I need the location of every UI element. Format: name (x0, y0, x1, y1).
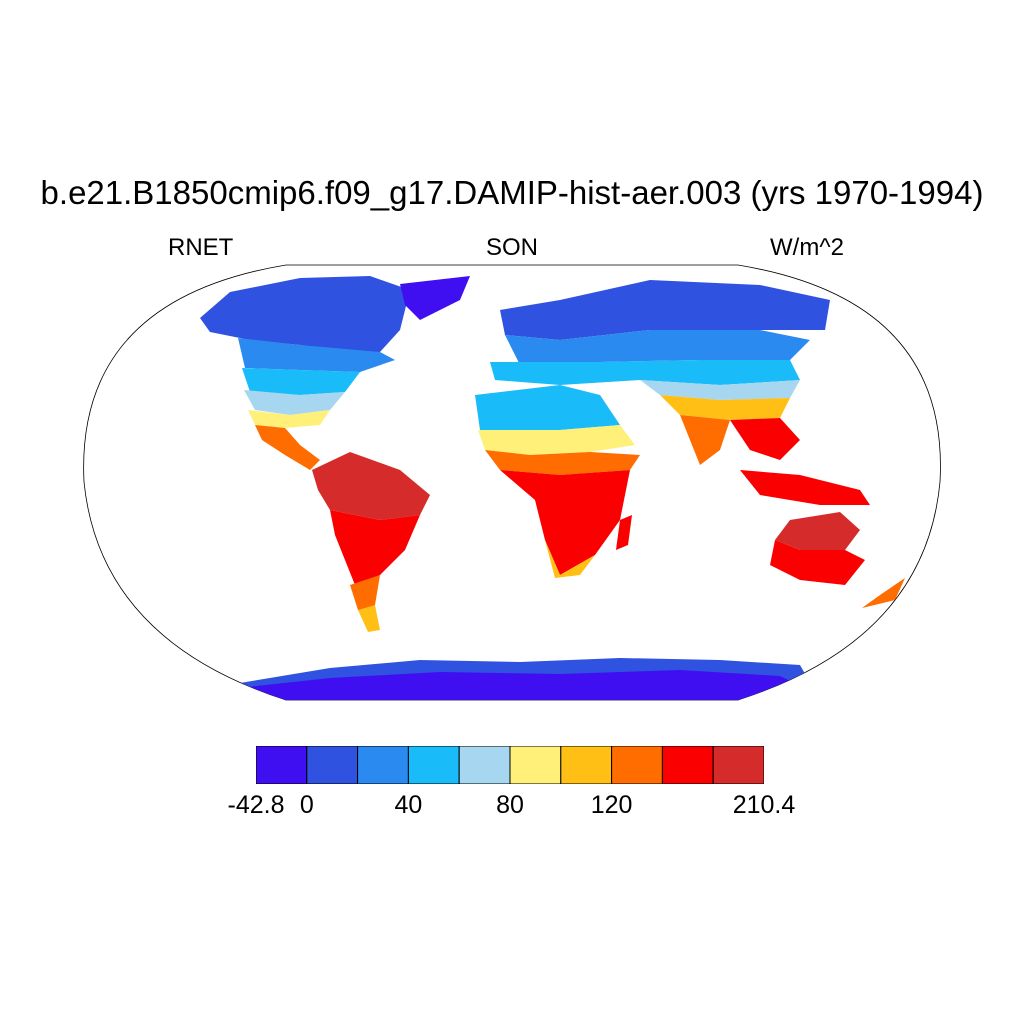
map-title: b.e21.B1850cmip6.f09_g17.DAMIP-hist-aer.… (40, 174, 984, 211)
southeast-asia (730, 418, 800, 460)
colorbar-box (256, 746, 308, 784)
colorbar-tick-label: 210.4 (732, 791, 796, 819)
colorbar-box (611, 746, 663, 784)
north-america-gulf (248, 410, 330, 428)
south-america-south (350, 575, 380, 625)
asia-central (640, 380, 800, 400)
mexico (255, 425, 320, 470)
colorbar (256, 746, 764, 784)
sahel (478, 425, 635, 455)
asia-south-belt (660, 395, 790, 420)
colorbar-box (306, 746, 359, 784)
units-label: W/m^2 (770, 234, 844, 261)
eurasia-north (500, 280, 830, 340)
colorbar-box (357, 746, 409, 784)
south-america-north (312, 452, 430, 520)
colorbar-tick-label: -42.8 (227, 791, 285, 819)
south-africa (545, 540, 595, 578)
north-america-usa (244, 390, 345, 415)
indonesia (740, 470, 870, 505)
australia-north (775, 512, 860, 550)
south-america-tip (358, 605, 380, 632)
antarctica-interior (200, 670, 830, 700)
madagascar (616, 515, 632, 550)
north-america-mid (238, 338, 395, 372)
india (680, 415, 730, 465)
colorbar-tick-label: 40 (394, 791, 423, 819)
eurasia-mid (505, 330, 810, 365)
north-america-south (242, 368, 360, 395)
colorbar-box (712, 746, 764, 784)
sahel-south (485, 450, 640, 475)
new-zealand (862, 578, 905, 608)
colorbar-tick-label: 120 (590, 791, 633, 819)
variable-label: RNET (168, 234, 234, 261)
south-america-mid (330, 510, 420, 585)
colorbar-tick-label: 80 (496, 791, 524, 819)
colorbar-box (509, 746, 562, 784)
greenland (400, 276, 470, 320)
colorbar-box (560, 746, 613, 784)
colorbar-tick-label: 0 (299, 791, 314, 819)
australia-south (770, 540, 865, 585)
season-label: SON (485, 234, 538, 261)
colorbar-box (407, 746, 460, 784)
europe-south (490, 360, 800, 385)
colorbar-box (458, 746, 511, 784)
colorbar-box (661, 746, 714, 784)
north-africa (475, 385, 620, 430)
north-america-north (200, 276, 410, 352)
central-africa (500, 470, 630, 575)
